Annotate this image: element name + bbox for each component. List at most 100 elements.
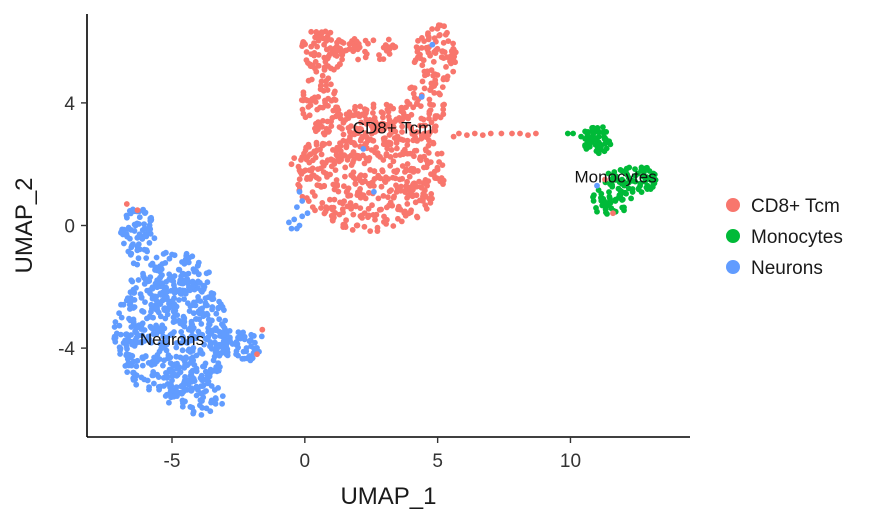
- point-cd8-tcm: [464, 132, 470, 139]
- point-cd8-tcm: [367, 228, 374, 235]
- point-cd8-tcm: [444, 29, 450, 36]
- x-tick-label: 0: [300, 451, 311, 472]
- point-cd8-tcm: [309, 189, 316, 196]
- point-neurons: [211, 387, 218, 393]
- point-neurons: [185, 347, 192, 354]
- point-neurons: [171, 252, 178, 259]
- point-cd8-tcm: [296, 167, 303, 174]
- point-cd8-tcm: [385, 36, 392, 43]
- point-cd8-tcm: [378, 206, 384, 213]
- point-cd8-tcm: [369, 123, 375, 130]
- point-cd8-tcm: [357, 186, 363, 192]
- point-cd8-tcm: [300, 89, 307, 96]
- point-cd8-tcm: [509, 130, 515, 137]
- point-neurons: [194, 263, 201, 269]
- point-cd8-tcm: [352, 181, 359, 187]
- point-cd8-tcm: [318, 78, 325, 85]
- point-cd8-tcm: [340, 153, 346, 160]
- point-cd8-tcm: [374, 150, 381, 156]
- point-neurons: [162, 393, 169, 399]
- point-cd8-tcm: [308, 28, 315, 35]
- point-neurons: [134, 247, 141, 254]
- point-neurons: [126, 235, 133, 242]
- point-neurons: [195, 271, 202, 278]
- point-neurons: [133, 335, 140, 341]
- point-neurons: [203, 336, 210, 343]
- point-monocytes: [594, 128, 600, 135]
- point-cd8-tcm: [386, 202, 392, 209]
- point-neurons: [418, 93, 425, 100]
- point-neurons: [129, 353, 136, 359]
- point-neurons: [140, 206, 147, 213]
- point-neurons: [208, 293, 215, 300]
- point-cd8-tcm: [328, 81, 334, 88]
- point-cd8-tcm: [355, 111, 362, 117]
- point-neurons: [166, 399, 172, 406]
- point-cd8-tcm: [404, 161, 411, 167]
- cluster-label-neurons: Neurons: [140, 330, 204, 349]
- point-neurons: [187, 303, 194, 310]
- point-neurons: [220, 323, 227, 329]
- point-cd8-tcm: [381, 213, 387, 220]
- point-neurons: [151, 235, 158, 242]
- point-cd8-tcm: [430, 72, 437, 79]
- point-cd8-tcm: [354, 222, 361, 229]
- point-neurons: [154, 284, 161, 291]
- point-cd8-tcm: [315, 176, 322, 182]
- point-neurons: [193, 316, 199, 322]
- y-tick-label: 4: [64, 94, 75, 115]
- point-neurons: [189, 278, 196, 285]
- point-cd8-tcm: [425, 36, 432, 43]
- point-neurons: [128, 244, 135, 251]
- cluster-label-monocytes: Monocytes: [575, 167, 657, 186]
- point-cd8-tcm: [422, 122, 429, 129]
- point-neurons: [179, 390, 185, 397]
- point-neurons: [220, 347, 227, 354]
- point-neurons: [429, 41, 436, 48]
- point-cd8-tcm: [350, 211, 357, 218]
- point-cd8-tcm: [415, 168, 421, 174]
- point-cd8-tcm: [331, 196, 338, 203]
- point-neurons: [133, 285, 139, 291]
- point-neurons: [176, 288, 183, 294]
- point-neurons: [168, 386, 175, 393]
- point-neurons: [189, 321, 196, 328]
- point-cd8-tcm: [421, 153, 427, 160]
- point-cd8-tcm: [390, 223, 397, 229]
- point-cd8-tcm: [450, 133, 457, 140]
- point-cd8-tcm: [357, 205, 364, 212]
- point-neurons: [125, 360, 132, 367]
- ticks-layer: -5 0 5 10 -4 0 4: [58, 94, 581, 472]
- point-cd8-tcm: [602, 176, 608, 183]
- point-cd8-tcm: [347, 192, 354, 199]
- point-neurons: [168, 394, 174, 401]
- point-monocytes: [646, 168, 653, 174]
- point-neurons: [219, 400, 226, 407]
- point-cd8-tcm: [387, 162, 394, 169]
- point-cd8-tcm: [390, 158, 397, 165]
- point-cd8-tcm: [367, 167, 374, 173]
- point-cd8-tcm: [369, 202, 375, 209]
- point-cd8-tcm: [370, 212, 377, 218]
- point-neurons: [196, 310, 203, 317]
- point-neurons: [166, 255, 173, 262]
- point-cd8-tcm: [296, 183, 303, 190]
- point-neurons: [233, 351, 240, 358]
- point-monocytes: [622, 189, 628, 196]
- point-neurons: [146, 384, 153, 390]
- point-cd8-tcm: [305, 198, 312, 205]
- point-cd8-tcm: [334, 63, 341, 70]
- point-cd8-tcm: [299, 43, 305, 49]
- x-axis-title: UMAP_1: [340, 483, 436, 510]
- point-neurons: [117, 331, 124, 338]
- point-cd8-tcm: [430, 58, 437, 65]
- point-cd8-tcm: [525, 132, 531, 139]
- point-neurons: [151, 380, 157, 387]
- point-cd8-tcm: [392, 175, 399, 182]
- point-cd8-tcm: [318, 151, 325, 158]
- point-neurons: [197, 349, 204, 356]
- point-monocytes: [638, 189, 645, 196]
- point-cd8-tcm: [357, 103, 364, 110]
- point-neurons: [193, 384, 200, 391]
- point-cd8-tcm: [308, 63, 315, 70]
